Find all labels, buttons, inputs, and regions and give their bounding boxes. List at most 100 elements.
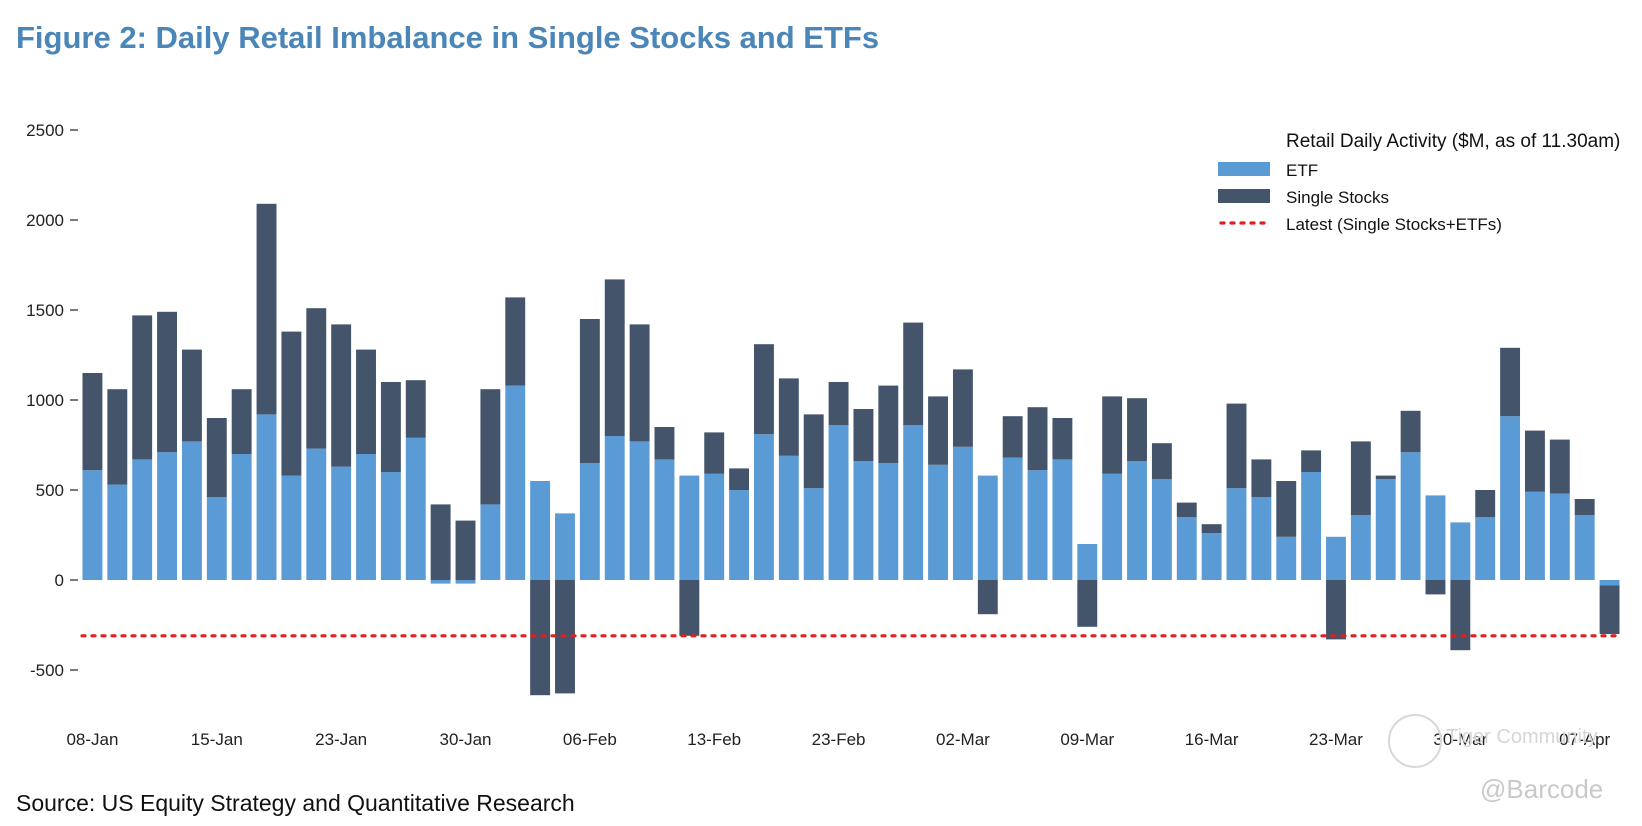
single-stocks-bar: [132, 315, 153, 460]
single-stocks-bar: [206, 418, 227, 498]
single-stocks-bar: [704, 432, 725, 474]
etf-bar: [1425, 495, 1446, 580]
etf-bar: [1599, 580, 1620, 586]
etf-bar: [530, 481, 551, 580]
etf-bar: [1400, 452, 1421, 580]
x-tick-label: 23-Jan: [315, 730, 367, 749]
etf-bar: [505, 385, 526, 580]
single-stocks-bar: [256, 203, 277, 415]
etf-bar: [1201, 533, 1222, 580]
etf-bar: [928, 464, 948, 580]
etf-bar: [1350, 515, 1371, 580]
single-stocks-bar: [1176, 502, 1197, 517]
single-stocks-bar: [778, 378, 799, 456]
etf-bar: [430, 580, 451, 584]
single-stocks-bar: [928, 396, 948, 465]
single-stocks-bar: [729, 468, 750, 490]
single-stocks-bar: [356, 349, 376, 454]
etf-bar: [654, 459, 675, 580]
single-stocks-bar: [430, 504, 451, 580]
single-stocks-bar: [853, 409, 874, 462]
single-stocks-bar: [380, 382, 401, 472]
x-tick-label: 30-Mar: [1433, 730, 1487, 749]
etf-bar: [380, 472, 401, 580]
single-stocks-bar: [181, 349, 202, 442]
single-stocks-bar: [505, 297, 526, 386]
single-stocks-bar: [1052, 418, 1073, 460]
single-stocks-bar: [1027, 407, 1048, 471]
single-stocks-bar: [754, 344, 774, 435]
y-tick-label: -500: [30, 661, 64, 680]
x-tick-label: 02-Mar: [936, 730, 990, 749]
single-stocks-bar: [1450, 580, 1471, 651]
single-stocks-bar: [281, 331, 302, 476]
etf-bar: [1301, 472, 1322, 580]
single-stocks-bar: [1276, 481, 1297, 537]
single-stocks-bar: [654, 427, 675, 460]
etf-bar: [1276, 536, 1297, 580]
etf-bar: [754, 434, 774, 580]
etf-bar: [1052, 459, 1073, 580]
single-stocks-bar: [455, 520, 476, 580]
etf-bar: [181, 441, 202, 580]
single-stocks-bar: [1400, 410, 1421, 453]
etf-bar: [1450, 522, 1471, 580]
etf-bar: [629, 441, 650, 580]
single-stocks-bar: [157, 311, 177, 453]
etf-bar: [132, 459, 153, 580]
etf-bar: [1251, 497, 1272, 580]
single-stocks-bar: [1251, 459, 1272, 498]
chart-title: Figure 2: Daily Retail Imbalance in Sing…: [16, 20, 880, 55]
etf-bar: [878, 463, 899, 580]
y-tick-label: 2000: [26, 211, 64, 230]
single-stocks-bar: [1151, 443, 1172, 480]
etf-bar: [729, 490, 750, 580]
etf-bar: [1549, 493, 1570, 580]
x-axis: 08-Jan 15-Jan 23-Jan 30-Jan 06-Feb 13-Feb 23-F…: [66, 730, 1610, 749]
single-stocks-bar: [82, 373, 103, 471]
etf-bar: [903, 425, 924, 580]
single-stocks-bar: [1599, 585, 1620, 634]
y-tick-label: 1500: [26, 301, 64, 320]
single-stocks-bar: [405, 380, 426, 438]
etf-bar: [231, 454, 252, 580]
x-tick-label: 23-Mar: [1309, 730, 1363, 749]
etf-bar: [1475, 517, 1496, 580]
etf-bar: [778, 455, 799, 580]
etf-bar: [704, 473, 725, 580]
x-tick-label: 09-Mar: [1060, 730, 1114, 749]
etf-bar: [281, 475, 302, 580]
single-stocks-bar: [1425, 580, 1446, 595]
single-stocks-bar: [629, 324, 650, 442]
etf-bar: [1375, 479, 1396, 580]
single-stocks-bar: [1326, 580, 1346, 640]
etf-bar: [256, 414, 277, 580]
etf-bar: [157, 452, 177, 580]
etf-bar: [604, 436, 625, 580]
single-stocks-bar: [1500, 347, 1521, 417]
legend-swatch-etf: [1218, 162, 1270, 176]
single-stocks-bar: [480, 389, 501, 505]
single-stocks-bar: [977, 580, 998, 615]
y-tick-label: 1000: [26, 391, 64, 410]
single-stocks-bar: [952, 369, 973, 447]
single-stocks-bar: [1525, 430, 1545, 492]
etf-bar: [480, 504, 501, 580]
single-stocks-bar: [530, 580, 551, 696]
legend-swatch-single-stocks: [1218, 189, 1270, 203]
etf-bar: [1574, 515, 1595, 580]
bars: [82, 203, 1620, 696]
etf-bar: [331, 466, 352, 580]
etf-bar: [82, 470, 103, 580]
legend-label-single-stocks: Single Stocks: [1286, 188, 1389, 207]
x-tick-label: 15-Jan: [191, 730, 243, 749]
single-stocks-bar: [231, 389, 252, 454]
x-tick-label: 13-Feb: [687, 730, 741, 749]
single-stocks-bar: [903, 322, 924, 426]
y-tick-label: 2500: [26, 121, 64, 140]
etf-bar: [803, 488, 824, 580]
y-axis: -500 0 500 1000 1500 2000 2500: [26, 121, 78, 680]
single-stocks-bar: [1002, 416, 1023, 458]
single-stocks-bar: [1549, 439, 1570, 494]
